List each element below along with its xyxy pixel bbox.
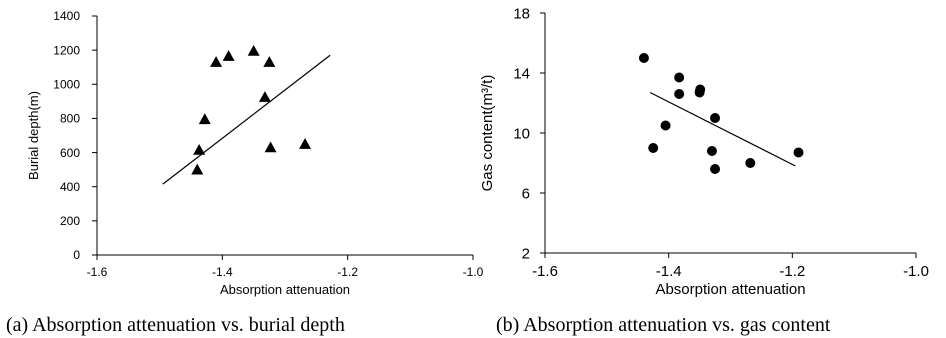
y-tick-label: 0 bbox=[73, 248, 80, 262]
y-axis-title: Gas content(m³/t) bbox=[479, 75, 496, 192]
data-point-triangle bbox=[247, 44, 260, 56]
y-tick-label: 18 bbox=[513, 5, 530, 22]
data-point-circle bbox=[660, 120, 671, 131]
x-tick-label: -1.2 bbox=[337, 265, 358, 279]
y-tick-label: 600 bbox=[60, 146, 80, 160]
data-point-circle bbox=[706, 146, 717, 156]
y-tick-label: 1000 bbox=[53, 77, 80, 91]
trend-line bbox=[649, 91, 796, 167]
figure-caption: (b) Absorption attenuation vs. gas conte… bbox=[496, 314, 831, 336]
data-point-triangle bbox=[264, 141, 277, 153]
data-point-triangle bbox=[299, 138, 312, 149]
data-point-circle bbox=[638, 53, 649, 63]
y-tick-label: 1400 bbox=[53, 9, 80, 23]
x-tick-label: -1.4 bbox=[656, 263, 682, 280]
y-tick-label: 200 bbox=[60, 214, 80, 228]
trend-line bbox=[162, 54, 331, 185]
y-tick-label: 1200 bbox=[53, 43, 80, 57]
figure-caption: (a) Absorption attenuation vs. burial de… bbox=[6, 314, 345, 336]
y-tick-label: 800 bbox=[60, 112, 80, 126]
x-axis-title: Absorption attenuation bbox=[655, 281, 805, 298]
data-point-circle bbox=[745, 158, 756, 168]
x-tick-label: -1.6 bbox=[87, 265, 108, 279]
data-point-triangle bbox=[263, 56, 276, 67]
data-point-circle bbox=[674, 89, 685, 99]
data-point-circle bbox=[710, 113, 721, 123]
x-tick-label: -1.6 bbox=[532, 263, 558, 280]
chart-panel-b: 2 6 10 14 18 -1.6 -1.4 -1.2 -1.0 Absorption atten… bbox=[479, 5, 929, 336]
x-tick-label: -1.4 bbox=[212, 265, 233, 279]
data-point-circle bbox=[674, 72, 685, 83]
x-tick-label: -1.2 bbox=[779, 263, 805, 280]
data-point-triangle bbox=[193, 144, 206, 155]
y-tick-label: 10 bbox=[513, 125, 530, 142]
data-point-triangle bbox=[258, 91, 271, 102]
y-tick-label: 400 bbox=[60, 180, 80, 194]
data-point-triangle bbox=[198, 113, 211, 125]
x-axis-title: Absorption attenuation bbox=[220, 282, 350, 297]
data-point-circle bbox=[648, 143, 659, 153]
x-tick-label: -1.0 bbox=[903, 263, 929, 280]
y-tick-label: 2 bbox=[522, 245, 530, 262]
chart-panel-a: 0 200 400 600 800 1000 1200 1400 -1.6 -1.4 -1.2 -1.… bbox=[6, 9, 484, 336]
data-point-circle bbox=[793, 147, 804, 158]
y-tick-label: 6 bbox=[522, 185, 530, 202]
data-point-triangle bbox=[222, 50, 235, 61]
data-point-circle bbox=[695, 84, 706, 95]
x-tick-label: -1.0 bbox=[463, 265, 484, 279]
data-point-triangle bbox=[191, 163, 204, 175]
data-point-circle bbox=[710, 164, 721, 174]
y-tick-label: 14 bbox=[513, 65, 530, 82]
data-point-triangle bbox=[210, 56, 223, 67]
y-axis-title: Burial depth(m) bbox=[26, 91, 41, 180]
